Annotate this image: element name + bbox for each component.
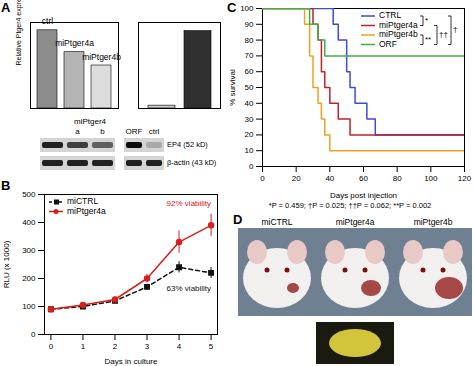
svg-text:D: D [233, 212, 242, 227]
svg-text:30: 30 [245, 115, 254, 124]
svg-text:ctrl: ctrl [149, 127, 160, 136]
svg-text:60: 60 [359, 174, 368, 183]
html-text:C: C [227, 0, 237, 15]
svg-text:miPtger4a: miPtger4a [379, 20, 418, 30]
svg-text:92% viability: 92% viability [167, 199, 211, 208]
html-text:A: A [1, 0, 11, 15]
svg-text:10: 10 [245, 146, 254, 155]
svg-text:miCTRL: miCTRL [261, 217, 292, 227]
svg-text:0: 0 [31, 330, 36, 339]
svg-text:**: ** [425, 35, 431, 44]
svg-text:3: 3 [145, 342, 150, 351]
svg-text:80: 80 [245, 36, 254, 45]
svg-text:80: 80 [393, 174, 402, 183]
svg-text:% survival: % survival [228, 69, 237, 106]
svg-text:20: 20 [245, 130, 254, 139]
svg-text:ctrl: ctrl [42, 16, 53, 26]
svg-text:Days in culture: Days in culture [105, 357, 158, 366]
svg-text:Days post injection: Days post injection [330, 191, 397, 200]
svg-text:miPtger4b: miPtger4b [414, 217, 453, 227]
svg-text:40: 40 [245, 99, 254, 108]
svg-text:0: 0 [249, 162, 254, 171]
svg-text:60: 60 [245, 67, 254, 76]
svg-text:400: 400 [22, 218, 36, 227]
svg-text:0: 0 [260, 174, 265, 183]
svg-text:miPtger4a: miPtger4a [336, 217, 375, 227]
svg-text:miPtger4: miPtger4 [74, 117, 107, 126]
svg-text:100: 100 [22, 302, 36, 311]
svg-text:miPtger4b: miPtger4b [82, 52, 121, 62]
svg-text:50: 50 [245, 83, 254, 92]
svg-text:RLU (x 1000): RLU (x 1000) [2, 240, 11, 288]
html-text:*P = 0.459; †P = 0.025; ††P =: *P = 0.459; †P = 0.025; ††P = 0.062; **P… [268, 201, 432, 210]
svg-text:1: 1 [81, 342, 86, 351]
svg-text:miCTRL: miCTRL [67, 196, 98, 206]
svg-text:b: b [100, 127, 105, 136]
svg-text:miPtger4a: miPtger4a [67, 206, 106, 216]
svg-text:300: 300 [22, 246, 36, 255]
svg-text:††: †† [439, 30, 448, 39]
svg-text:5: 5 [209, 342, 214, 351]
svg-text:20: 20 [292, 174, 301, 183]
svg-text:EP4 (52 kD): EP4 (52 kD) [167, 140, 208, 149]
svg-text:90: 90 [245, 20, 254, 29]
svg-text:miPtger4a: miPtger4a [55, 38, 94, 48]
svg-text:*: * [425, 16, 428, 25]
html-text:B: B [1, 178, 11, 193]
svg-text:β-actin (43 kD): β-actin (43 kD) [167, 158, 217, 167]
svg-text:4: 4 [177, 342, 182, 351]
svg-text:500: 500 [22, 190, 36, 199]
svg-text:a: a [75, 127, 80, 136]
svg-text:CTRL: CTRL [379, 10, 401, 20]
svg-text:†: † [453, 25, 457, 34]
svg-text:200: 200 [22, 274, 36, 283]
svg-text:120: 120 [458, 174, 472, 183]
svg-text:Relative Ptger4 expression: Relative Ptger4 expression [15, 0, 23, 66]
svg-text:100: 100 [424, 174, 438, 183]
svg-text:70: 70 [245, 51, 254, 60]
svg-text:ORF: ORF [379, 39, 397, 49]
svg-text:63% viability: 63% viability [167, 284, 211, 293]
svg-text:miPtger4b: miPtger4b [379, 29, 418, 39]
svg-text:0: 0 [49, 342, 54, 351]
svg-text:100: 100 [240, 4, 254, 13]
svg-text:ORF: ORF [126, 127, 143, 136]
svg-text:2: 2 [113, 342, 118, 351]
svg-text:40: 40 [325, 174, 334, 183]
